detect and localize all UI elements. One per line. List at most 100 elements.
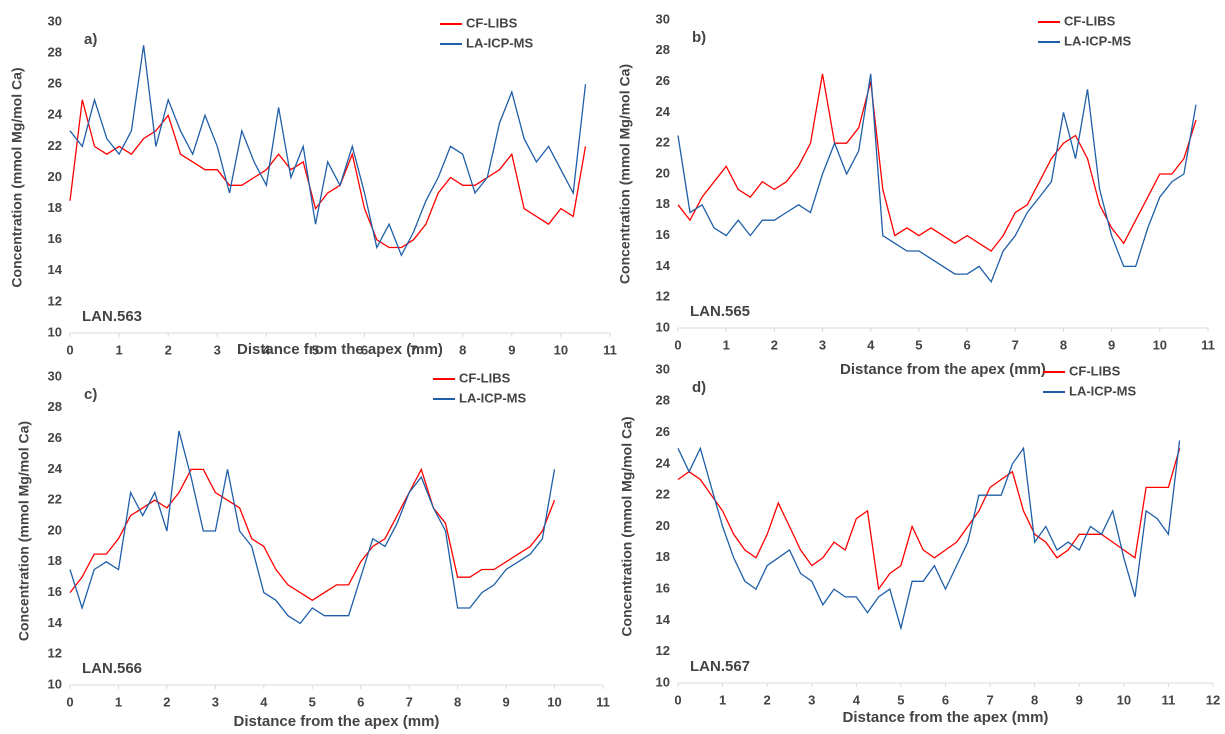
x-tick-label: 11 [1201,337,1215,352]
y-tick-label: 24 [656,104,671,119]
y-tick-label: 28 [48,399,62,414]
y-tick-label: 12 [48,293,62,308]
x-tick-label: 8 [459,342,466,357]
y-tick-label: 12 [656,643,670,658]
panel-label: d) [692,379,706,396]
x-tick-label: 6 [361,342,368,357]
y-tick-label: 30 [48,13,62,28]
x-axis-title: Distance from the apex (mm) [840,361,1046,378]
y-tick-label: 26 [656,424,670,439]
x-tick-label: 4 [260,694,268,709]
y-tick-label: 26 [656,73,670,88]
x-tick-label: 2 [165,342,172,357]
x-tick-label: 7 [1012,337,1019,352]
x-tick-label: 0 [66,342,73,357]
y-tick-label: 24 [656,455,671,470]
y-axis-title: Concentration (mmol Mg/mol Ca) [16,421,32,641]
y-tick-label: 16 [656,227,670,242]
x-tick-label: 0 [66,694,73,709]
y-tick-label: 20 [48,522,62,537]
y-tick-label: 18 [656,549,670,564]
x-tick-label: 6 [963,337,970,352]
x-tick-label: 4 [263,342,271,357]
y-axis-title: Concentration (mmol Mg/mol Ca) [619,416,635,636]
x-tick-label: 10 [554,342,568,357]
sample-label: LAN.566 [82,660,142,677]
x-tick-label: 11 [596,694,610,709]
y-tick-label: 30 [656,11,670,26]
x-tick-label: 11 [1162,692,1176,707]
x-tick-label: 7 [410,342,417,357]
series-line [677,73,1197,252]
y-tick-label: 10 [656,674,670,689]
y-tick-label: 26 [48,430,62,445]
x-tick-label: 2 [163,694,170,709]
x-axis-title: Distance from the apex (mm) [234,713,440,729]
y-tick-label: 14 [656,612,671,627]
legend-label: CF-LIBS [459,370,511,385]
x-tick-label: 3 [808,692,815,707]
x-axis-title: Distance from the apex (mm) [237,341,443,358]
sample-label: LAN.565 [690,303,750,320]
y-tick-label: 10 [48,676,62,691]
y-tick-label: 28 [48,45,62,60]
x-tick-label: 6 [357,694,364,709]
x-tick-label: 10 [1153,337,1167,352]
x-tick-label: 3 [819,337,826,352]
legend-label: LA-ICP-MS [1069,383,1136,398]
x-tick-label: 9 [1076,692,1083,707]
y-tick-label: 22 [48,138,62,153]
x-tick-label: 1 [723,337,730,352]
x-tick-label: 4 [853,692,861,707]
y-tick-label: 20 [656,518,670,533]
legend-label: CF-LIBS [466,15,518,30]
y-tick-label: 10 [656,319,670,334]
x-tick-label: 0 [674,692,681,707]
y-tick-label: 28 [656,393,670,408]
x-tick-label: 10 [1117,692,1131,707]
series-line [69,99,587,249]
x-tick-label: 5 [312,342,319,357]
x-tick-label: 10 [547,694,561,709]
sample-label: LAN.567 [690,658,750,675]
x-tick-label: 4 [867,337,875,352]
series-line [69,45,587,257]
x-tick-label: 3 [214,342,221,357]
y-tick-label: 30 [656,361,670,376]
x-tick-label: 1 [719,692,726,707]
x-tick-label: 7 [986,692,993,707]
x-tick-label: 6 [942,692,949,707]
y-tick-label: 30 [48,368,62,383]
panel-label: a) [84,31,97,48]
legend-label: LA-ICP-MS [459,390,526,405]
series-line [677,448,1181,591]
y-tick-label: 22 [48,492,62,507]
y-tick-label: 14 [48,262,63,277]
x-tick-label: 0 [674,337,681,352]
x-tick-label: 5 [915,337,922,352]
y-tick-label: 22 [656,487,670,502]
y-tick-label: 16 [656,581,670,596]
x-tick-label: 2 [771,337,778,352]
series-line [677,73,1197,284]
y-tick-label: 14 [48,615,63,630]
y-tick-label: 24 [48,107,63,122]
y-tick-label: 22 [656,135,670,150]
x-tick-label: 9 [502,694,509,709]
legend-label: LA-ICP-MS [1064,33,1131,48]
legend-label: CF-LIBS [1069,363,1121,378]
x-tick-label: 5 [309,694,316,709]
panel-label: c) [84,386,97,403]
x-tick-label: 7 [406,694,413,709]
x-tick-label: 11 [603,342,617,357]
y-axis-title: Concentration (mmol Mg/mol Ca) [617,64,633,284]
y-tick-label: 16 [48,231,62,246]
x-tick-label: 1 [115,694,122,709]
x-axis-title: Distance from the apex (mm) [843,709,1049,726]
